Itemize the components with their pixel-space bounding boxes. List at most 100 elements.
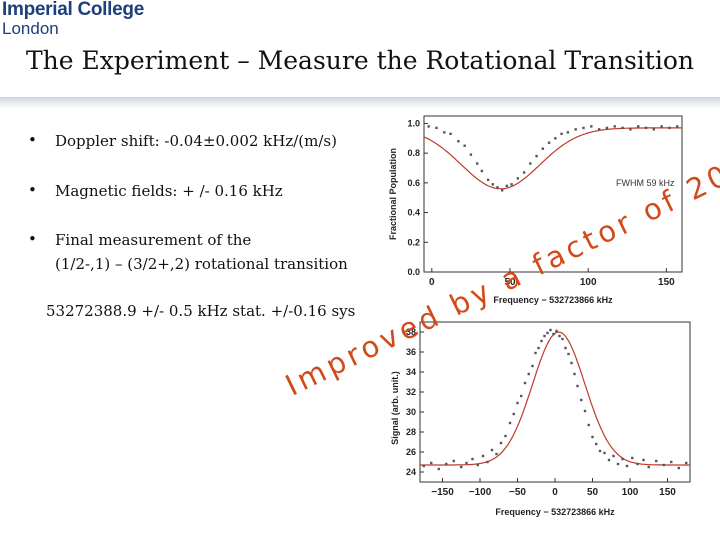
data-point [543,334,546,338]
data-point [476,463,479,467]
data-point [460,465,463,469]
data-point [561,337,564,341]
data-point [537,346,540,350]
data-point [520,394,523,398]
data-point [449,132,452,136]
data-point [603,451,606,455]
bullet-marker-2: • [28,181,37,199]
fit-curve [423,127,682,190]
data-point [598,449,602,453]
slide-title: The Experiment – Measure the Rotational … [26,46,694,75]
data-point [491,183,494,186]
data-point [529,162,532,165]
logo-line-2: London [2,19,59,38]
x-tick-label: −100 [469,487,492,498]
data-point [508,421,512,425]
data-point [471,457,474,461]
x-tick-label: −150 [431,487,454,498]
data-point [685,461,688,465]
fwhm-annotation: FWHM 59 kHz [616,178,675,188]
data-point [443,131,446,134]
data-point [430,461,433,465]
data-point [558,334,561,338]
x-axis-label: Frequency − 532723866 kHz [493,295,613,305]
y-axis-label: Fractional Population [388,148,398,240]
y-tick-label: 1.0 [407,118,420,128]
data-point [607,458,611,462]
x-tick-label: 50 [587,487,599,498]
data-point [435,126,438,130]
data-point [573,372,576,376]
bullet-magnetic-fields: Magnetic fields: + /- 0.16 kHz [55,182,283,200]
data-point [629,128,632,131]
y-tick-label: 0.6 [407,178,420,188]
data-point [582,126,585,130]
y-tick-label: 32 [406,387,416,397]
data-point [486,460,489,464]
data-point [677,466,680,470]
plot-frame [423,115,683,273]
data-point [523,381,527,385]
data-point [555,329,558,333]
data-point [546,331,549,335]
data-point [512,412,515,416]
data-point [481,454,485,458]
y-tick-label: 28 [406,427,416,437]
data-point [655,459,658,463]
data-point [541,147,545,150]
x-tick-label: −50 [509,487,526,498]
data-point [554,137,557,140]
y-tick-label: 0.8 [407,148,420,158]
data-point [591,435,594,439]
data-point [583,409,587,413]
data-point [510,183,513,186]
data-point [662,463,665,467]
y-tick-label: 26 [406,447,416,457]
data-point [535,154,538,158]
imperial-college-logo: Imperial College London [2,0,144,37]
data-point [595,442,598,446]
data-point [660,125,663,128]
data-point [505,184,509,188]
y-tick-label: 0.0 [407,267,420,277]
data-point [580,398,583,402]
y-tick-label: 36 [406,347,416,357]
data-point [437,467,440,471]
data-point [564,346,567,350]
data-point [647,465,650,469]
data-point [427,125,430,128]
data-point [549,328,552,332]
data-point [612,454,615,458]
data-point [452,459,455,463]
x-tick-label: 0 [429,277,435,288]
data-point [547,141,551,144]
data-point [465,461,468,465]
x-tick-label: 50 [504,277,516,288]
y-tick-label: 24 [406,467,416,477]
x-tick-label: 100 [580,277,597,288]
bullet-marker-1: • [28,131,37,149]
data-point [567,352,570,356]
y-tick-label: 38 [406,327,416,337]
data-point [613,125,616,128]
fractional-population-chart: 0.0 0.2 0.4 0.6 0.8 1.0 0 50 100 150 FWHM 59 kHz… [388,115,683,305]
data-point [576,384,579,388]
y-tick-label: 34 [406,367,416,377]
data-point [597,128,601,131]
x-tick-label: 100 [622,487,639,498]
data-point [480,169,484,173]
x-tick-label: 0 [552,487,558,498]
data-point [668,126,671,130]
data-point [676,125,679,128]
data-point [644,126,648,130]
data-point [625,464,629,468]
data-point [490,448,494,452]
plot-frame [419,321,691,483]
data-point [590,125,593,128]
data-point [621,457,624,461]
x-axis-label: Frequency − 532723866 kHz [495,507,615,517]
data-point [670,460,673,464]
data-point [495,452,498,456]
data-point [621,126,624,130]
data-point [516,401,519,405]
